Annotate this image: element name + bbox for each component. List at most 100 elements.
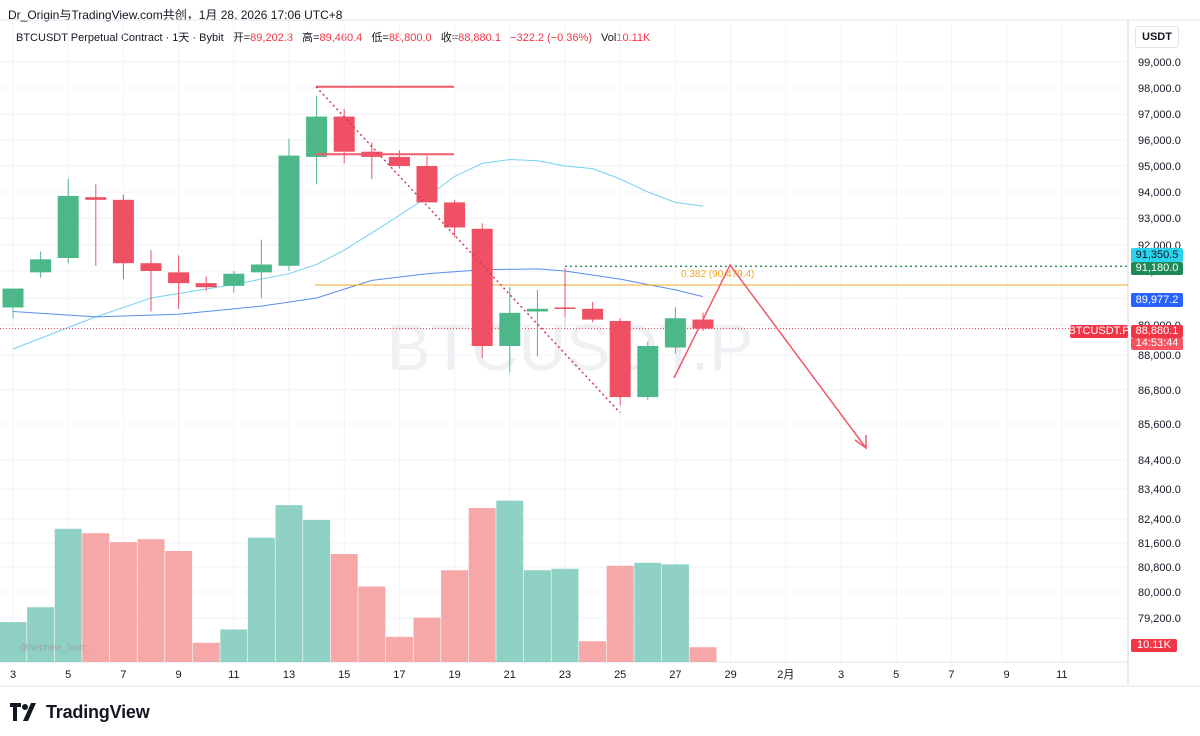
tradingview-logo[interactable]: TradingView	[10, 701, 150, 723]
level-a-badge: 91,350.5	[1136, 249, 1179, 261]
candle-body	[333, 116, 355, 152]
time-tick-label: 11	[228, 669, 239, 681]
open-label: 开=	[232, 32, 251, 44]
volume-bar	[606, 565, 634, 662]
ma-long-line	[12, 268, 704, 318]
candle-body	[609, 320, 631, 398]
price-tick-label: 94,000.0	[1138, 187, 1181, 199]
candle-body	[85, 197, 107, 200]
ma-long-badge-bg	[1131, 293, 1183, 307]
fib-level-label: 0.382 (90,479.4)	[681, 269, 754, 280]
volume-badge: 10.11K	[1137, 639, 1172, 651]
time-tick-label: 15	[338, 669, 350, 681]
candle-body	[582, 308, 604, 320]
price-tick-label: 97,000.0	[1138, 109, 1181, 121]
open-value: 89,202.3	[250, 32, 293, 44]
volume-bar	[165, 551, 193, 662]
time-tick-label: 7	[948, 669, 954, 681]
volume-bar	[330, 553, 358, 662]
candle-body	[278, 155, 300, 266]
high-value: 89,460.4	[319, 32, 363, 44]
low-label: 低=	[371, 32, 389, 44]
price-tick-label: 93,000.0	[1138, 213, 1181, 225]
countdown-badge: 14:53:44	[1136, 337, 1179, 349]
chart-title: Dr_Origin与TradingView.com共创，1月 28, 2026 …	[8, 8, 343, 22]
candle-body	[388, 156, 410, 166]
ma-long-badge: 89,977.2	[1136, 294, 1179, 306]
candle-body	[223, 273, 245, 286]
volume-badge-bg	[1131, 639, 1177, 652]
tradingview-logo-icon	[10, 703, 36, 721]
price-tick-label: 79,200.0	[1138, 613, 1181, 625]
time-tick-label: 3	[10, 669, 16, 681]
price-tick-label: 83,400.0	[1138, 484, 1181, 496]
volume-bar	[220, 629, 248, 662]
time-tick-label: 5	[893, 669, 899, 681]
candle-body	[637, 346, 659, 398]
price-tick-label: 85,600.0	[1138, 419, 1181, 431]
level-b-badge: 91,180.0	[1136, 262, 1179, 274]
volume-bar	[27, 607, 55, 662]
countdown-badge-bg	[1131, 338, 1183, 350]
vol-value: 10.11K	[616, 32, 651, 44]
price-tick-label: 81,600.0	[1138, 538, 1181, 550]
candle-body	[250, 264, 272, 273]
last-price-badge-bg	[1131, 325, 1183, 338]
volume-bar	[82, 533, 110, 662]
volume-bar	[137, 539, 165, 662]
time-tick-label: 21	[504, 669, 516, 681]
candle-body	[195, 283, 217, 288]
change-value: −322.2 (−0.36%)	[510, 32, 592, 44]
candle-body	[140, 263, 162, 271]
level-a-badge-bg	[1131, 248, 1183, 262]
price-tick-label: 82,400.0	[1138, 514, 1181, 526]
volume-bar	[109, 542, 137, 662]
price-tick-label: 86,800.0	[1138, 385, 1181, 397]
projection-arrowhead	[854, 435, 867, 450]
candle-body	[664, 318, 686, 348]
candle-body	[692, 319, 714, 329]
price-tick-label: 80,000.0	[1138, 587, 1181, 599]
candle-body	[444, 202, 466, 228]
time-tick-label: 19	[448, 669, 460, 681]
brand-name: TradingView	[46, 701, 150, 722]
symbol-tag-badge-bg	[1070, 325, 1128, 338]
level-b-badge-bg	[1131, 262, 1183, 275]
currency-unit-button[interactable]: USDT	[1135, 26, 1179, 48]
symbol-tag-badge: BTCUSDT.P	[1068, 325, 1129, 337]
volume-bar	[54, 528, 82, 662]
candle-body	[554, 307, 576, 309]
volume-bar	[358, 586, 386, 662]
time-tick-label: 11	[1056, 669, 1067, 681]
volume-bar	[579, 641, 607, 662]
volume-bar	[661, 564, 689, 662]
candle-body	[57, 195, 79, 258]
price-tick-label: 84,400.0	[1138, 455, 1181, 467]
candle-body	[499, 312, 521, 346]
time-tick-label: 7	[120, 669, 126, 681]
close-value: 88,880.1	[458, 32, 501, 44]
volume-bar	[247, 537, 275, 662]
volume-bar	[275, 505, 303, 662]
volume-bar	[551, 568, 579, 662]
high-label: 高=	[302, 32, 320, 44]
volume-bar	[689, 647, 717, 662]
time-tick-label: 5	[65, 669, 71, 681]
time-tick-label: 23	[559, 669, 571, 681]
candle-body	[112, 199, 134, 264]
price-tick-label: 95,000.0	[1138, 161, 1181, 173]
candle-body	[526, 308, 548, 312]
volume-bar	[523, 570, 551, 662]
volume-bar	[496, 500, 524, 662]
close-label: 收=	[440, 32, 459, 44]
price-tick-label: 80,800.0	[1138, 562, 1181, 574]
price-tick-label: 99,000.0	[1138, 57, 1181, 69]
volume-bar	[634, 562, 662, 662]
volume-bar	[441, 570, 469, 662]
projection-arrow	[673, 263, 867, 449]
time-tick-label: 29	[724, 669, 736, 681]
time-tick-label: 17	[393, 669, 405, 681]
candle-body	[416, 166, 438, 203]
time-tick-label: 9	[176, 669, 182, 681]
